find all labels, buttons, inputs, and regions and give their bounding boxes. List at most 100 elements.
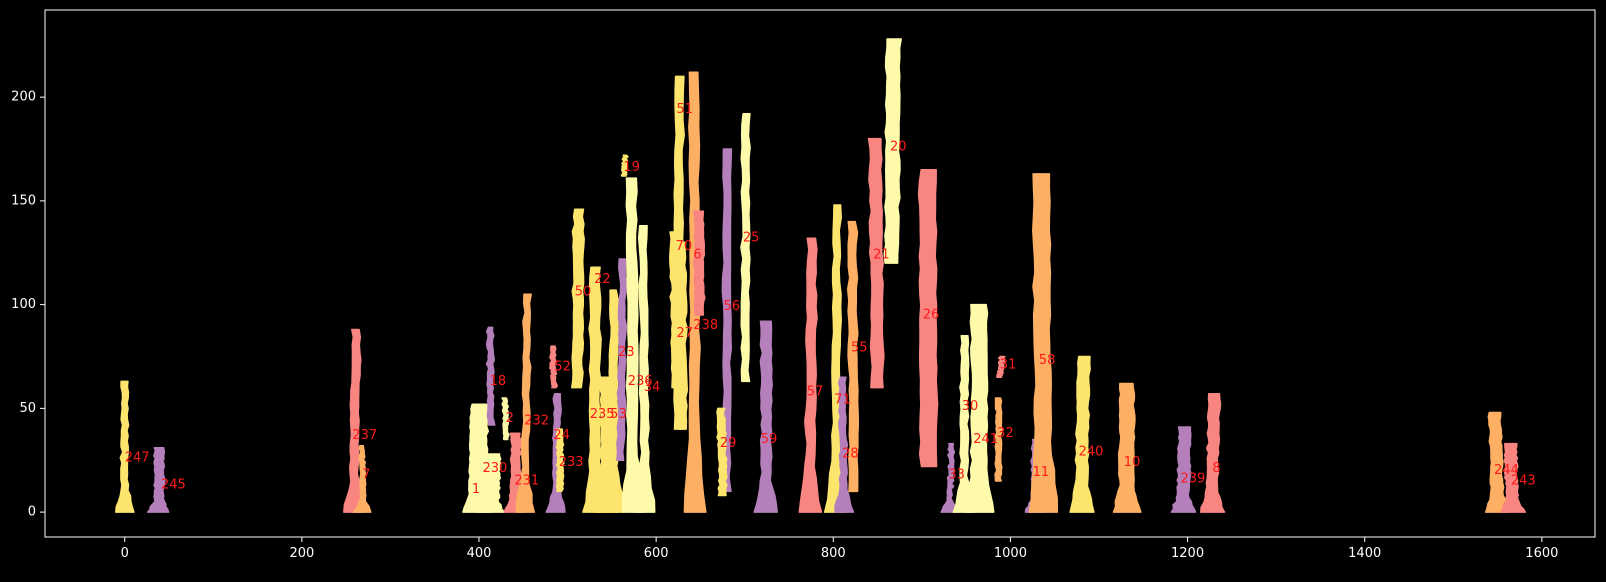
track-label-33: 33 xyxy=(948,467,965,482)
track-56 xyxy=(721,148,733,493)
track-label-11: 11 xyxy=(1033,465,1050,480)
track-239 xyxy=(1170,426,1197,513)
track-label-8: 8 xyxy=(1212,461,1220,476)
track-label-245: 245 xyxy=(161,478,186,493)
x-tick-label-1200: 1200 xyxy=(1171,546,1204,561)
track-label-50: 50 xyxy=(575,285,592,300)
track-label-240: 240 xyxy=(1079,444,1104,459)
y-tick-label-200: 200 xyxy=(11,90,36,105)
track-18 xyxy=(485,326,496,426)
track-label-244: 244 xyxy=(1494,463,1519,478)
y-axis: 0 50 100 150 200 xyxy=(11,90,45,520)
track-59 xyxy=(753,320,778,513)
track-label-243: 243 xyxy=(1511,474,1536,489)
track-21 xyxy=(867,137,885,389)
track-22 xyxy=(582,266,608,513)
x-axis: 0 200 400 600 800 1000 1200 1400 1600 xyxy=(121,537,1558,561)
track-label-238: 238 xyxy=(693,318,718,333)
track-232 xyxy=(515,293,536,513)
track-240 xyxy=(1069,355,1095,513)
y-tick-label-100: 100 xyxy=(11,297,36,312)
track-33 xyxy=(940,442,960,513)
track-label-7: 7 xyxy=(362,467,370,482)
track-30 xyxy=(952,334,975,513)
track-label-2: 2 xyxy=(506,411,514,426)
track-245 xyxy=(146,447,170,513)
track-label-21: 21 xyxy=(873,247,890,262)
track-label-247: 247 xyxy=(125,451,150,466)
track-label-70: 70 xyxy=(676,239,693,254)
track-55 xyxy=(846,220,860,493)
track-10 xyxy=(1112,382,1142,513)
track-233 xyxy=(555,428,565,493)
track-label-28: 28 xyxy=(842,447,859,462)
track-label-230: 230 xyxy=(483,461,508,476)
track-241 xyxy=(964,303,995,513)
track-label-18: 18 xyxy=(490,374,507,389)
track-26 xyxy=(917,169,939,468)
track-label-55: 55 xyxy=(851,341,868,356)
track-57 xyxy=(798,237,823,513)
track-27 xyxy=(676,241,689,430)
x-tick-label-0: 0 xyxy=(121,546,129,561)
track-label-20: 20 xyxy=(890,139,907,154)
track-label-59: 59 xyxy=(761,432,778,447)
track-50 xyxy=(571,208,585,389)
track-label-24: 24 xyxy=(553,428,570,443)
y-tick-label-150: 150 xyxy=(11,193,36,208)
track-236 xyxy=(621,177,646,513)
track-label-53: 53 xyxy=(610,407,627,422)
track-label-6: 6 xyxy=(693,247,701,262)
track-label-23: 23 xyxy=(618,345,635,360)
track-label-233: 233 xyxy=(559,455,584,470)
tracks-layer xyxy=(115,38,1527,513)
track-label-56: 56 xyxy=(724,299,741,314)
track-label-10: 10 xyxy=(1124,455,1141,470)
track-230 xyxy=(475,453,506,513)
track-label-31: 31 xyxy=(1000,357,1017,372)
track-label-1: 1 xyxy=(472,482,480,497)
track-label-236: 236 xyxy=(628,374,653,389)
track-label-231: 231 xyxy=(514,474,539,489)
plot-frame xyxy=(44,9,1596,538)
track-label-30: 30 xyxy=(962,399,979,414)
y-tick-label-0: 0 xyxy=(28,505,36,520)
track-label-19: 19 xyxy=(623,160,640,175)
track-19 xyxy=(620,154,629,177)
track-label-239: 239 xyxy=(1181,471,1206,486)
track-label-57: 57 xyxy=(807,384,824,399)
x-tick-label-800: 800 xyxy=(821,546,846,561)
track-31 xyxy=(996,355,1006,378)
track-34 xyxy=(633,225,656,513)
x-tick-label-1000: 1000 xyxy=(994,546,1027,561)
track-label-237: 237 xyxy=(352,428,377,443)
track-238 xyxy=(692,210,706,316)
track-247 xyxy=(115,380,135,513)
track-label-51: 51 xyxy=(677,102,694,117)
track-label-32: 32 xyxy=(997,426,1014,441)
track-28 xyxy=(834,376,855,513)
track-label-25: 25 xyxy=(743,231,760,246)
x-tick-label-600: 600 xyxy=(644,546,669,561)
track-8 xyxy=(1200,393,1226,513)
track-label-34: 34 xyxy=(644,380,661,395)
track-7 xyxy=(352,444,372,513)
x-tick-label-200: 200 xyxy=(289,546,314,561)
track-label-29: 29 xyxy=(720,436,737,451)
track-label-71: 71 xyxy=(834,393,851,408)
x-tick-label-1600: 1600 xyxy=(1525,546,1558,561)
track-label-27: 27 xyxy=(677,326,694,341)
track-243 xyxy=(1499,442,1527,513)
x-tick-label-1400: 1400 xyxy=(1348,546,1381,561)
track-label-26: 26 xyxy=(923,308,940,323)
track-labels-layer: 2472452377123018223123224233525022235532… xyxy=(125,102,1536,497)
track-label-241: 241 xyxy=(973,432,998,447)
track-58 xyxy=(1028,173,1059,513)
track-label-232: 232 xyxy=(524,413,549,428)
track-52 xyxy=(549,345,558,389)
track-20 xyxy=(883,38,902,264)
track-32 xyxy=(994,397,1003,482)
track-2 xyxy=(501,397,510,441)
track-25 xyxy=(740,112,751,383)
